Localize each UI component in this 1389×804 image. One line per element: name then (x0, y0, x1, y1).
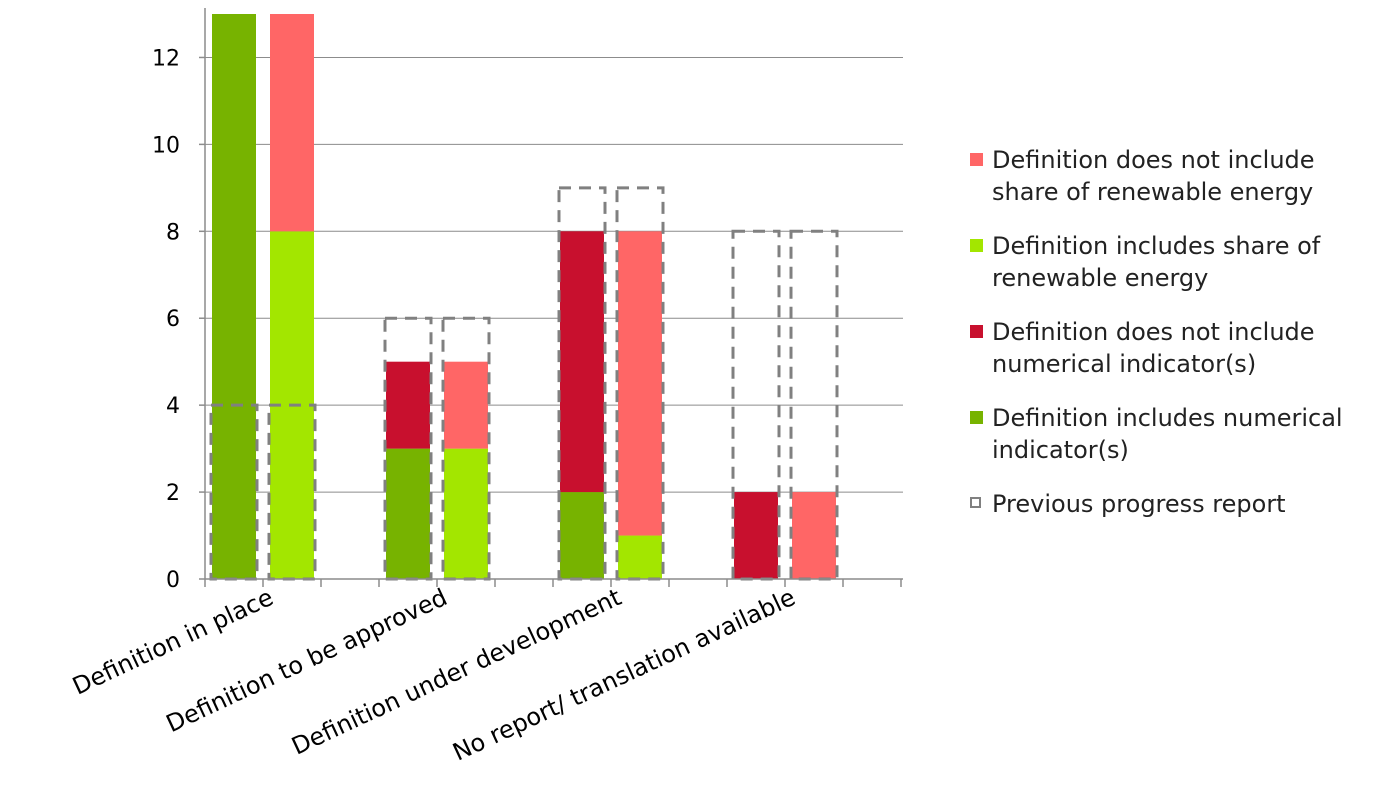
legend: Definition does not include share of ren… (970, 144, 1380, 542)
legend-item-share: Definition includes share of renewable e… (970, 230, 1380, 294)
previous-report-outline (789, 229, 839, 581)
bar-segment (560, 231, 604, 493)
legend-label: Definition includes numerical indicator(… (992, 404, 1343, 464)
x-category-label: Definition to be approved (162, 583, 452, 738)
bar-segment (386, 361, 430, 449)
y-tick-label: 8 (166, 220, 180, 245)
previous-report-outline (731, 229, 781, 581)
bar-segment (386, 448, 430, 579)
y-tick-label: 0 (166, 568, 180, 593)
legend-item-no-numerical: Definition does not include numerical in… (970, 316, 1380, 380)
legend-label: Definition does not include share of ren… (992, 146, 1315, 206)
legend-item-no-share: Definition does not include share of ren… (970, 144, 1380, 208)
legend-swatch-dashed (970, 497, 981, 508)
grid-lines (205, 56, 903, 493)
bar-segment (444, 361, 488, 449)
bar-segment (270, 14, 314, 232)
y-tick-label: 4 (166, 394, 180, 419)
bar-segment (618, 231, 662, 536)
legend-item-previous-report: Previous progress report (970, 488, 1380, 520)
y-tick-label: 2 (166, 481, 180, 506)
y-tick-label: 6 (166, 307, 180, 332)
legend-swatch (970, 411, 983, 424)
bar-segment (212, 14, 256, 579)
axes (199, 8, 903, 587)
x-category-label: Definition under development (287, 583, 625, 761)
legend-swatch (970, 239, 983, 252)
x-category-label: No report/ translation available (448, 583, 799, 767)
legend-swatch (970, 325, 983, 338)
legend-swatch (970, 153, 983, 166)
legend-label: Definition does not include numerical in… (992, 318, 1315, 378)
bar-segment (444, 448, 488, 579)
y-tick-label: 12 (152, 46, 180, 71)
bar-segment (792, 492, 836, 579)
bars (212, 14, 836, 580)
legend-label: Definition includes share of renewable e… (992, 232, 1321, 292)
legend-label: Previous progress report (992, 490, 1286, 518)
y-tick-label: 10 (152, 133, 180, 158)
legend-item-numerical: Definition includes numerical indicator(… (970, 402, 1380, 466)
bar-segment (560, 492, 604, 579)
bar-segment (734, 492, 778, 579)
bar-segment (618, 535, 662, 579)
